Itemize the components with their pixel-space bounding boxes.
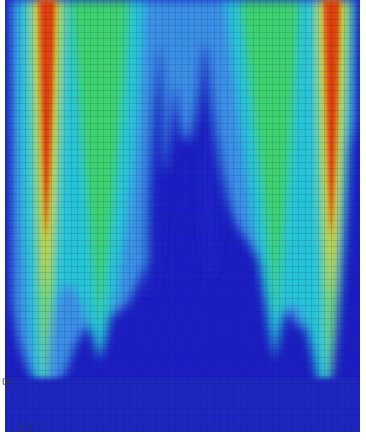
overlay-label: DE [2,378,13,387]
contours [5,0,360,432]
overlay-label: 2.3 [20,424,33,433]
